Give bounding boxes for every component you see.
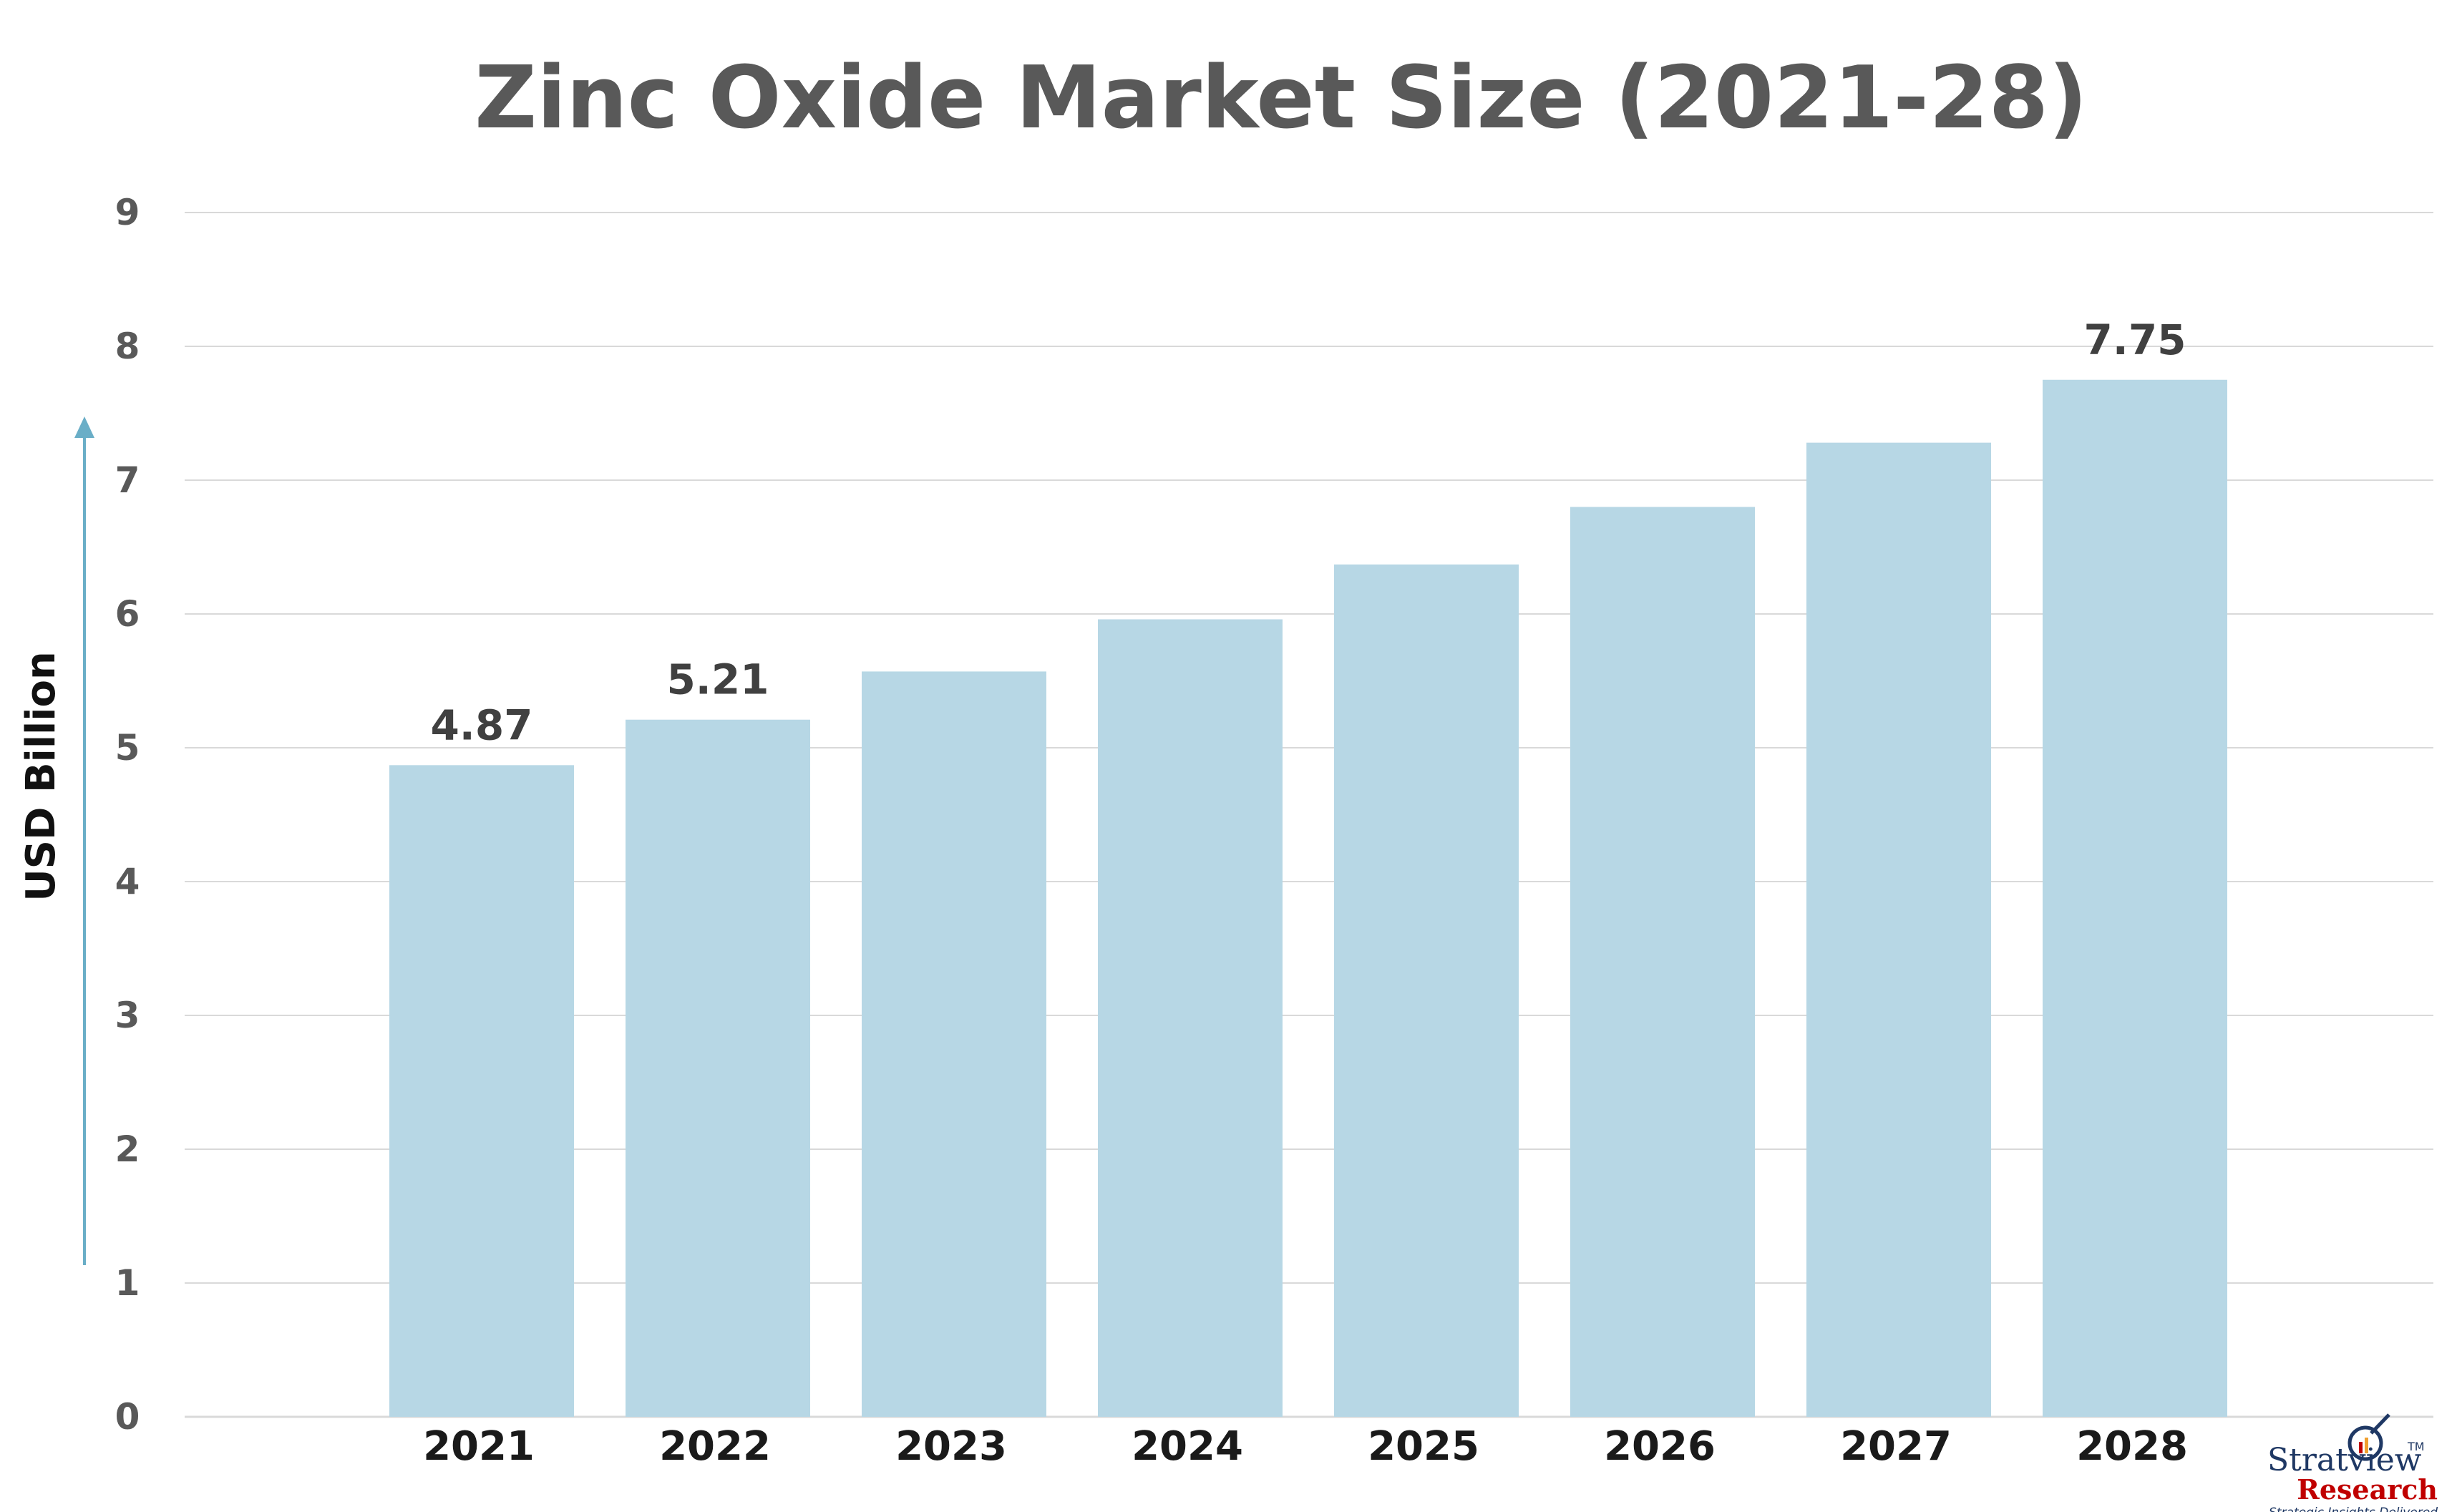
y-axis-label: USD Billion: [18, 651, 64, 902]
bars: [389, 379, 2227, 1418]
chart-title: Zinc Oxide Market Size (2021-28): [475, 49, 2088, 148]
x-tick-label: 2027: [1840, 1423, 1952, 1470]
stratview-logo: Stratview TM Research Strategic Insights…: [2267, 1413, 2438, 1512]
y-axis-arrow: [74, 416, 94, 1265]
y-tick-label: 4: [115, 861, 140, 902]
bar-2024: [1098, 619, 1283, 1417]
x-tick-label: 2021: [423, 1423, 535, 1470]
bar-2025: [1334, 564, 1519, 1417]
y-tick-label: 0: [115, 1396, 140, 1438]
y-tick-label: 8: [115, 326, 140, 367]
y-tick-label: 1: [115, 1262, 140, 1304]
x-tick-label: 2028: [2076, 1423, 2188, 1470]
bar-2021: [389, 765, 574, 1417]
data-label-2021: 4.87: [430, 701, 532, 749]
bar-2028: [2043, 379, 2227, 1417]
y-axis-ticks: 0 1 2 3 4 5 6 7 8 9: [115, 192, 140, 1438]
x-tick-label: 2022: [659, 1423, 771, 1470]
data-label-2022: 5.21: [666, 655, 769, 704]
x-tick-label: 2024: [1132, 1423, 1243, 1470]
y-tick-label: 6: [115, 593, 140, 635]
y-tick-label: 3: [115, 995, 140, 1036]
logo-sub: Research: [2297, 1473, 2438, 1506]
x-axis-ticks: 2021 2022 2023 2024 2025 2026 2027 2028: [423, 1423, 2188, 1470]
logo-tagline: Strategic Insights Delivered: [2269, 1506, 2438, 1512]
y-tick-label: 7: [115, 459, 140, 501]
x-tick-label: 2026: [1604, 1423, 1716, 1470]
x-tick-label: 2023: [895, 1423, 1007, 1470]
y-tick-label: 9: [115, 192, 140, 233]
bar-2022: [626, 719, 810, 1417]
y-tick-label: 2: [115, 1128, 140, 1170]
magnifier-icon: [2347, 1413, 2390, 1461]
bar-2026: [1570, 507, 1755, 1417]
data-labels: 4.87 5.21 7.75: [430, 316, 2186, 750]
bar-2027: [1806, 442, 1991, 1417]
logo-tm: TM: [2407, 1440, 2425, 1453]
data-label-2028: 7.75: [2083, 316, 2186, 364]
logo-name: Stratview: [2267, 1442, 2422, 1478]
x-tick-label: 2025: [1368, 1423, 1479, 1470]
bar-2023: [862, 671, 1046, 1418]
y-tick-label: 5: [115, 727, 140, 769]
